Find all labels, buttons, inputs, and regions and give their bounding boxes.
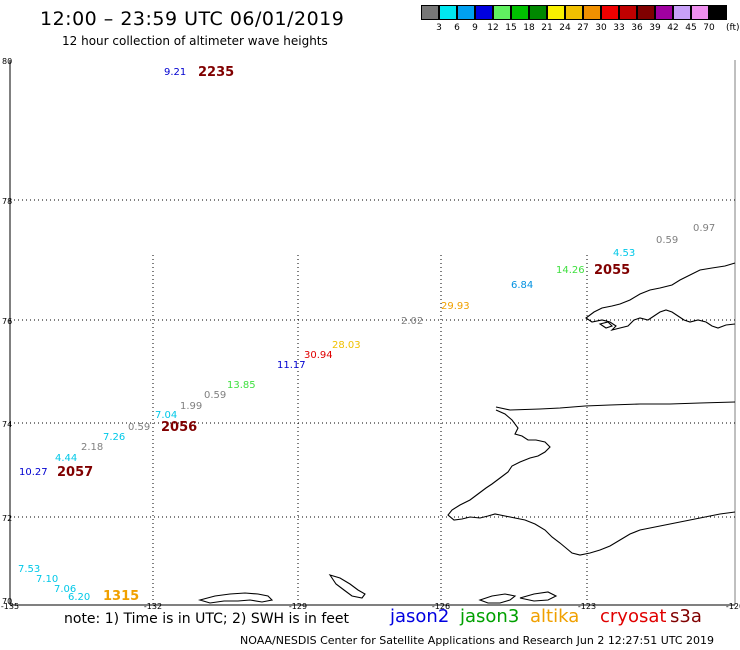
- wave-height-label: 2.02: [401, 316, 423, 327]
- page-title: 12:00 – 23:59 UTC 06/01/2019: [40, 8, 345, 30]
- legend-label: 30: [595, 23, 607, 33]
- latitude-labels: 80 78 76 74 72 70: [2, 57, 12, 606]
- legend-label: 12: [487, 23, 499, 33]
- wave-height-label: 10.27: [19, 467, 48, 478]
- legend-label: 33: [613, 23, 625, 33]
- legend-swatch: [583, 5, 601, 20]
- longitude-label: -126: [432, 602, 450, 611]
- legend-units: (ft): [726, 23, 740, 33]
- wave-height-label: 0.59: [204, 390, 226, 401]
- source-credit: NOAA/NESDIS Center for Satellite Applica…: [240, 634, 715, 647]
- wave-height-label: 14.26: [556, 265, 585, 276]
- wave-height-label: 7.26: [103, 432, 125, 443]
- observation-time-label: 2057: [57, 465, 93, 480]
- legend-label: 24: [559, 23, 571, 33]
- legend-label: 39: [649, 23, 661, 33]
- latitude-label: 76: [2, 317, 12, 326]
- longitude-label: -120: [726, 602, 740, 611]
- legend-swatch: [619, 5, 637, 20]
- satellite-label-s3a: s3a: [670, 606, 702, 627]
- latitude-label: 72: [2, 514, 12, 523]
- legend-label: 6: [454, 23, 460, 33]
- legend-swatch: [637, 5, 655, 20]
- coastline-island-west: [328, 574, 366, 599]
- coastline-island-south2: [478, 593, 517, 604]
- legend-label: 9: [472, 23, 478, 33]
- legend-swatch: [511, 5, 529, 20]
- legend-label: 18: [523, 23, 535, 33]
- coastline-island-east: [598, 321, 614, 329]
- wave-height-label: 4.53: [613, 248, 635, 259]
- legend-swatch: [493, 5, 511, 20]
- coastline-fjord: [447, 409, 736, 556]
- legend-swatch: [547, 5, 565, 20]
- page-subtitle: 12 hour collection of altimeter wave hei…: [62, 34, 328, 48]
- longitude-label: -135: [1, 602, 19, 611]
- satellite-label-altika: altika: [530, 606, 580, 627]
- graticule: [10, 199, 735, 605]
- wave-height-label: 7.06: [54, 584, 76, 595]
- legend-swatch: [439, 5, 457, 20]
- wave-height-label: 6.84: [511, 280, 533, 291]
- longitude-label: -129: [289, 602, 307, 611]
- legend-label: 36: [631, 23, 643, 33]
- coastline-main: [585, 262, 736, 332]
- wave-height-label: 28.03: [332, 340, 361, 351]
- wave-height-label: 6.20: [68, 592, 90, 603]
- wave-height-label: 7.04: [155, 410, 177, 421]
- wave-height-label: 0.97: [693, 223, 715, 234]
- wave-height-label: 9.21: [164, 67, 186, 78]
- latitude-label: 78: [2, 197, 12, 206]
- legend-swatch: [565, 5, 583, 20]
- wave-height-label: 1.99: [180, 401, 202, 412]
- coastline: [197, 262, 736, 604]
- latitude-label: 80: [2, 57, 12, 66]
- legend-label: 70: [703, 23, 715, 33]
- wave-height-label: 7.53: [18, 564, 40, 575]
- coastline-island-south3: [519, 591, 558, 602]
- observation-time-label: 2235: [198, 65, 234, 80]
- observation-time-label: 1315: [103, 589, 139, 604]
- footnote-note: note: 1) Time is in UTC; 2) SWH is in fe…: [64, 611, 350, 627]
- observation-time-label: 2056: [161, 420, 197, 435]
- longitude-labels: -135 -132 -129 -126 -123 -120: [1, 602, 740, 611]
- wave-height-label: 29.93: [441, 301, 470, 312]
- latitude-label: 70: [2, 597, 12, 606]
- legend-label: 45: [685, 23, 697, 33]
- legend-swatch: [709, 5, 727, 20]
- wave-height-label: 13.85: [227, 380, 256, 391]
- wave-height-label: 30.94: [304, 350, 333, 361]
- legend-label: 27: [577, 23, 589, 33]
- satellite-label-cryosat: cryosat: [600, 606, 667, 627]
- longitude-label: -123: [578, 602, 596, 611]
- latitude-label: 74: [2, 420, 12, 429]
- wave-height-label: 4.44: [55, 453, 77, 464]
- legend-swatch: [673, 5, 691, 20]
- satellite-label-jason2: jason2: [390, 606, 450, 627]
- legend-swatch: [601, 5, 619, 20]
- legend-swatch: [457, 5, 475, 20]
- legend-label: 21: [541, 23, 553, 33]
- satellite-label-jason3: jason3: [460, 606, 520, 627]
- wave-observations: 9.21 2235 0.97 0.59 4.53 14.26 2055 6.84 29.93 2.…: [18, 65, 715, 604]
- legend-swatch: [421, 5, 439, 20]
- coastline-east-mainland: [495, 401, 736, 411]
- wave-height-label: 11.17: [277, 360, 306, 371]
- observation-time-label: 2055: [594, 263, 630, 278]
- longitude-label: -132: [144, 602, 162, 611]
- legend-label: 15: [505, 23, 517, 33]
- legend-swatch: [529, 5, 547, 20]
- wave-height-label: 7.10: [36, 574, 58, 585]
- coastline-island-south: [197, 592, 274, 604]
- legend-label: 3: [436, 23, 442, 33]
- legend-swatch: [691, 5, 709, 20]
- wave-height-label: 0.59: [128, 422, 150, 433]
- wave-height-label: 0.59: [656, 235, 678, 246]
- legend-label: 42: [667, 23, 679, 33]
- legend-swatch: [475, 5, 493, 20]
- wave-height-label: 2.18: [81, 442, 103, 453]
- legend-swatch: [655, 5, 673, 20]
